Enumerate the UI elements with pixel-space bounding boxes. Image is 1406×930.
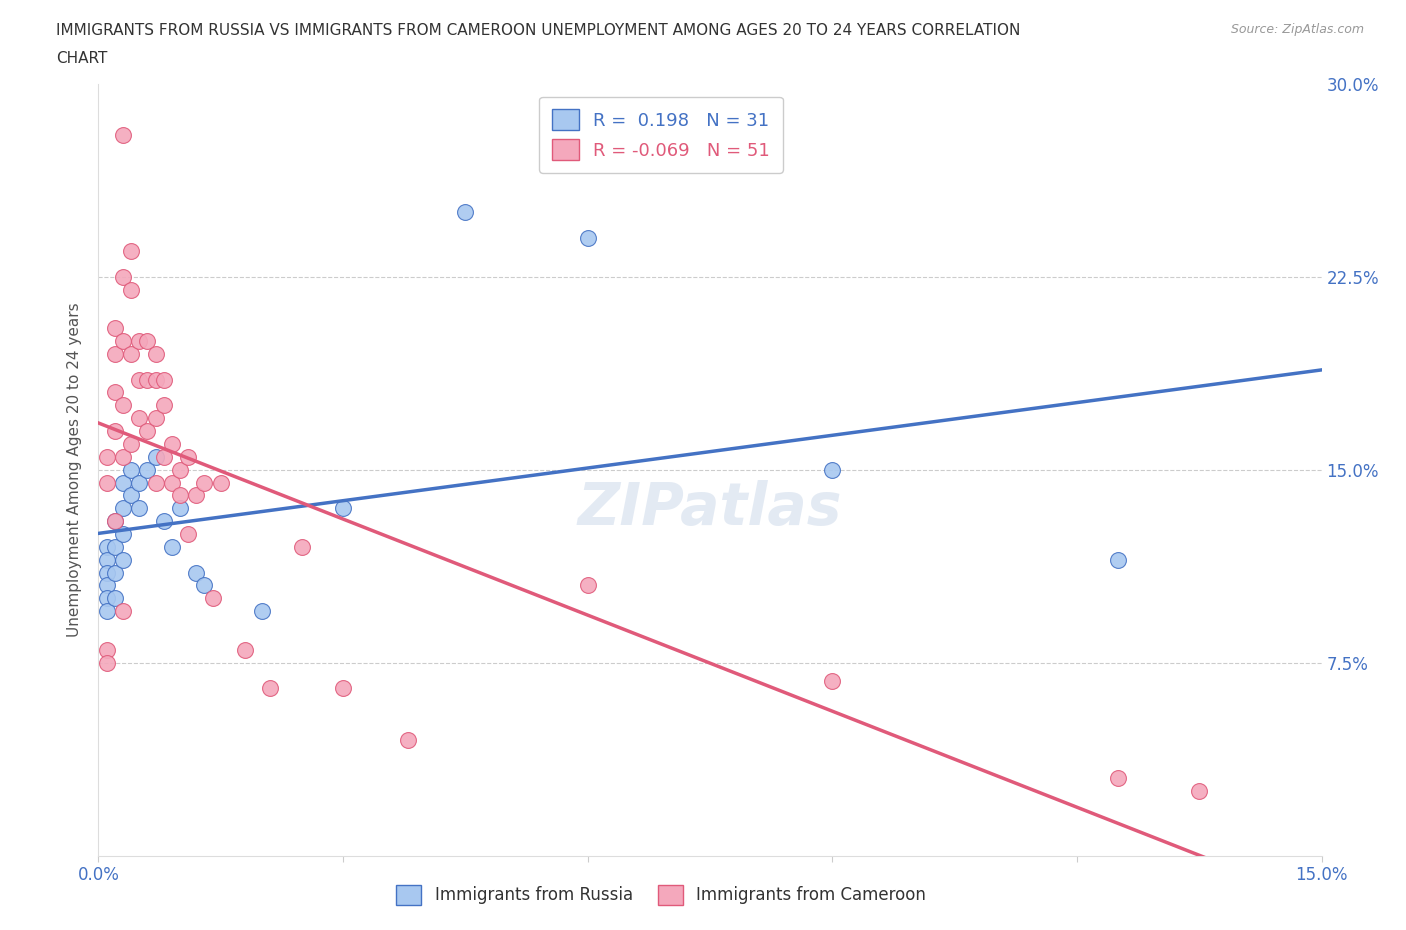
Point (1107, 771, 1129, 786)
Point (136, 334, 159, 349)
Point (145, 372, 167, 387)
Point (145, 347, 167, 362)
Point (1188, 784, 1211, 799)
Point (111, 604, 134, 618)
Point (111, 475, 134, 490)
Point (1107, 552, 1129, 567)
Point (128, 372, 150, 387)
Y-axis label: Unemployment Among Ages 20 to 24 years: Unemployment Among Ages 20 to 24 years (67, 302, 83, 637)
Point (152, 372, 174, 387)
Point (177, 449, 200, 464)
Point (332, 681, 354, 696)
Point (120, 282, 142, 297)
Point (128, 500, 150, 515)
Point (120, 462, 142, 477)
Point (111, 334, 134, 349)
Point (96, 552, 118, 567)
Point (152, 513, 174, 528)
Point (136, 372, 159, 387)
Point (111, 127, 134, 142)
Point (250, 604, 273, 618)
Point (120, 436, 142, 451)
Point (111, 500, 134, 515)
Point (96, 565, 118, 580)
Point (111, 270, 134, 285)
Point (104, 591, 127, 605)
Point (576, 578, 599, 593)
Point (120, 244, 142, 259)
Point (209, 475, 232, 490)
Point (332, 500, 354, 515)
Point (169, 462, 191, 477)
Point (96, 591, 118, 605)
Legend: Immigrants from Russia, Immigrants from Cameroon: Immigrants from Russia, Immigrants from … (388, 877, 934, 913)
Point (104, 565, 127, 580)
Point (128, 475, 150, 490)
Point (96, 475, 118, 490)
Point (169, 500, 191, 515)
Point (104, 321, 127, 336)
Point (145, 449, 167, 464)
Point (111, 552, 134, 567)
Text: Source: ZipAtlas.com: Source: ZipAtlas.com (1230, 23, 1364, 36)
Text: IMMIGRANTS FROM RUSSIA VS IMMIGRANTS FROM CAMEROON UNEMPLOYMENT AMONG AGES 20 TO: IMMIGRANTS FROM RUSSIA VS IMMIGRANTS FRO… (56, 23, 1021, 38)
Point (145, 475, 167, 490)
Point (291, 539, 314, 554)
Point (104, 347, 127, 362)
Point (96, 578, 118, 593)
Point (821, 462, 844, 477)
Point (186, 565, 208, 580)
Point (160, 539, 183, 554)
Point (186, 488, 208, 503)
Point (104, 513, 127, 528)
Point (136, 424, 159, 439)
Point (177, 526, 200, 541)
Point (104, 385, 127, 400)
Point (96, 643, 118, 658)
Point (160, 475, 183, 490)
Point (128, 334, 150, 349)
Text: CHART: CHART (56, 51, 108, 66)
Point (201, 591, 224, 605)
Point (120, 347, 142, 362)
Point (111, 398, 134, 413)
Point (259, 681, 281, 696)
Point (821, 673, 844, 688)
Point (120, 488, 142, 503)
Point (104, 539, 127, 554)
Point (96, 539, 118, 554)
Point (111, 449, 134, 464)
Point (104, 513, 127, 528)
Point (576, 231, 599, 246)
Point (193, 578, 215, 593)
Point (169, 488, 191, 503)
Point (233, 643, 256, 658)
Point (152, 398, 174, 413)
Point (160, 436, 183, 451)
Point (128, 411, 150, 426)
Point (396, 733, 419, 748)
Point (193, 475, 215, 490)
Point (96, 604, 118, 618)
Point (454, 205, 477, 219)
Point (145, 411, 167, 426)
Point (111, 526, 134, 541)
Point (96, 449, 118, 464)
Point (96, 656, 118, 671)
Text: ZIPatlas: ZIPatlas (578, 480, 842, 537)
Point (152, 449, 174, 464)
Point (104, 424, 127, 439)
Point (136, 462, 159, 477)
